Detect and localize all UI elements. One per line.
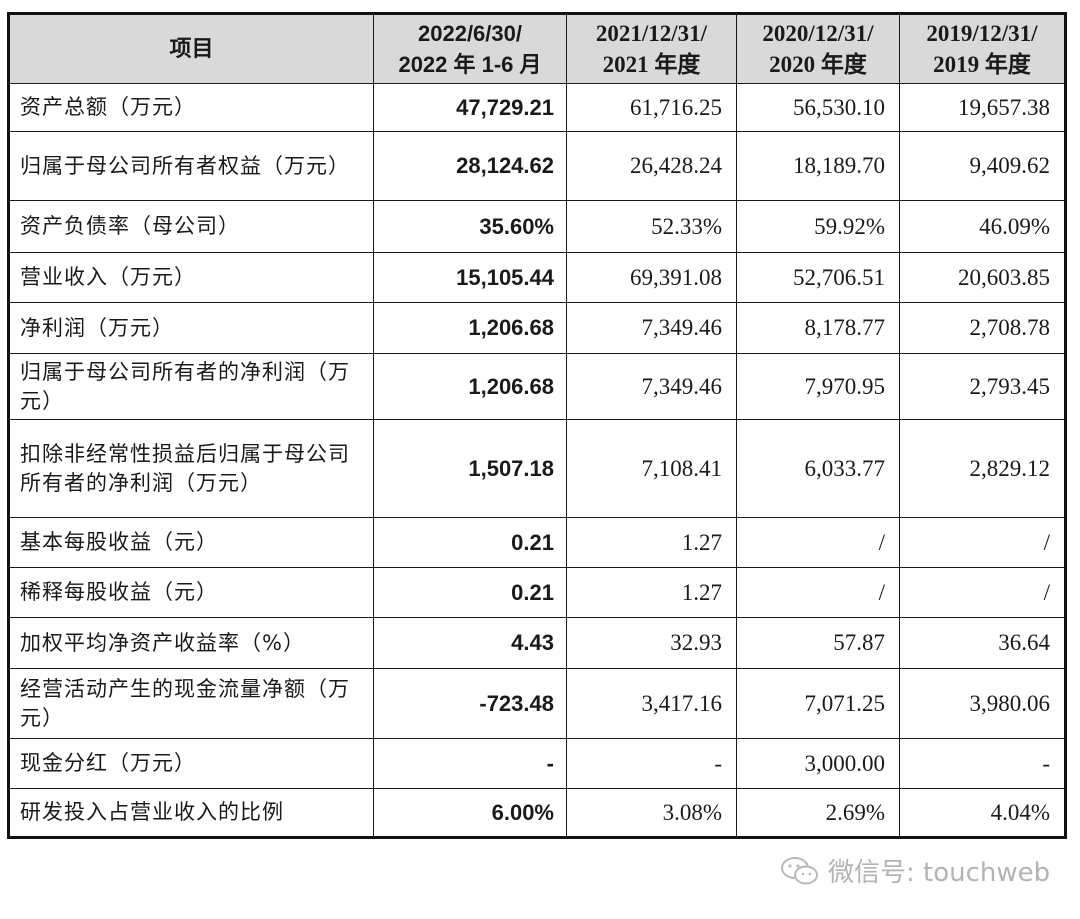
- watermark: 微信号: touchweb: [780, 852, 1050, 889]
- table-row: 资产负债率（母公司） 35.60% 52.33% 59.92% 46.09%: [8, 200, 1066, 253]
- value-cell: /: [899, 517, 1066, 568]
- value-cell: 1.27: [566, 567, 737, 618]
- value-cell: 61,716.25: [566, 83, 737, 132]
- value-cell: 2.69%: [736, 788, 900, 838]
- value-cell: 6.00%: [373, 788, 567, 838]
- value-cell: 3.08%: [566, 788, 737, 838]
- table-row: 经营活动产生的现金流量净额（万元） -723.48 3,417.16 7,071.25…: [8, 668, 1066, 739]
- value-cell: 32.93: [566, 617, 737, 669]
- header-2021: 2021/12/31/2021 年度: [566, 13, 737, 84]
- value-cell: /: [736, 567, 900, 618]
- row-label: 营业收入（万元）: [8, 252, 374, 303]
- value-cell: 35.60%: [373, 200, 567, 253]
- value-cell: 3,000.00: [736, 738, 900, 789]
- value-cell: 8,178.77: [736, 302, 900, 354]
- table-row: 净利润（万元） 1,206.68 7,349.46 8,178.77 2,708.78: [8, 302, 1066, 354]
- value-cell: 47,729.21: [373, 83, 567, 132]
- row-label: 稀释每股收益（元）: [8, 567, 374, 618]
- table-row: 基本每股收益（元） 0.21 1.27//: [8, 517, 1066, 568]
- wechat-icon: [781, 856, 818, 884]
- value-cell: 1,206.68: [373, 302, 567, 354]
- table-row: 资产总额（万元） 47,729.21 61,716.25 56,530.10 19,65…: [8, 83, 1066, 132]
- value-cell: 7,108.41: [566, 419, 737, 518]
- row-label: 研发投入占营业收入的比例: [8, 788, 374, 838]
- row-label: 归属于母公司所有者权益（万元）: [8, 131, 374, 201]
- value-cell: 1.27: [566, 517, 737, 568]
- value-cell: 69,391.08: [566, 252, 737, 303]
- value-cell: 19,657.38: [899, 83, 1066, 132]
- value-cell: 52,706.51: [736, 252, 900, 303]
- value-cell: 56,530.10: [736, 83, 900, 132]
- table-row: 归属于母公司所有者的净利润（万元） 1,206.68 7,349.46 7,970.9…: [8, 353, 1066, 420]
- row-label: 经营活动产生的现金流量净额（万元）: [8, 668, 374, 739]
- value-cell: 7,970.95: [736, 353, 900, 420]
- financial-summary-table: 项目 2022/6/30/2022 年 1-6 月 2021/12/31/202…: [7, 12, 1067, 839]
- row-label: 资产负债率（母公司）: [8, 200, 374, 253]
- value-cell: 7,071.25: [736, 668, 900, 739]
- table-row: 研发投入占营业收入的比例 6.00% 3.08% 2.69% 4.04%: [8, 788, 1066, 838]
- value-cell: 59.92%: [736, 200, 900, 253]
- value-cell: 26,428.24: [566, 131, 737, 201]
- watermark-text: 微信号: touchweb: [828, 858, 1051, 888]
- table-header-row: 项目 2022/6/30/2022 年 1-6 月 2021/12/31/202…: [8, 13, 1066, 84]
- value-cell: 52.33%: [566, 200, 737, 253]
- value-cell: 2,708.78: [899, 302, 1066, 354]
- value-cell: 28,124.62: [373, 131, 567, 201]
- value-cell: 7,349.46: [566, 302, 737, 354]
- value-cell: -: [373, 738, 567, 789]
- value-cell: -: [566, 738, 737, 789]
- value-cell: 0.21: [373, 567, 567, 618]
- value-cell: 4.04%: [899, 788, 1066, 838]
- table-row: 归属于母公司所有者权益（万元） 28,124.62 26,428.24 18,189.…: [8, 131, 1066, 201]
- value-cell: 20,603.85: [899, 252, 1066, 303]
- value-cell: 36.64: [899, 617, 1066, 669]
- value-cell: 3,980.06: [899, 668, 1066, 739]
- value-cell: 2,793.45: [899, 353, 1066, 420]
- value-cell: 57.87: [736, 617, 900, 669]
- table-row: 稀释每股收益（元） 0.21 1.27//: [8, 567, 1066, 618]
- value-cell: 46.09%: [899, 200, 1066, 253]
- value-cell: 3,417.16: [566, 668, 737, 739]
- table-row: 营业收入（万元） 15,105.44 69,391.08 52,706.51 20,60…: [8, 252, 1066, 303]
- row-label: 资产总额（万元）: [8, 83, 374, 132]
- value-cell: 6,033.77: [736, 419, 900, 518]
- row-label: 归属于母公司所有者的净利润（万元）: [8, 353, 374, 420]
- value-cell: -723.48: [373, 668, 567, 739]
- value-cell: /: [736, 517, 900, 568]
- value-cell: 0.21: [373, 517, 567, 568]
- table-row: 扣除非经常性损益后归属于母公司所有者的净利润（万元） 1,507.18 7,108.…: [8, 419, 1066, 518]
- row-label: 基本每股收益（元）: [8, 517, 374, 568]
- header-2022h1: 2022/6/30/2022 年 1-6 月: [373, 13, 567, 84]
- value-cell: 2,829.12: [899, 419, 1066, 518]
- row-label: 扣除非经常性损益后归属于母公司所有者的净利润（万元）: [8, 419, 374, 518]
- value-cell: 18,189.70: [736, 131, 900, 201]
- row-label: 现金分红（万元）: [8, 738, 374, 789]
- value-cell: 1,507.18: [373, 419, 567, 518]
- row-label: 加权平均净资产收益率（%）: [8, 617, 374, 669]
- value-cell: 9,409.62: [899, 131, 1066, 201]
- header-item: 项目: [8, 13, 374, 84]
- header-2019: 2019/12/31/2019 年度: [899, 13, 1066, 84]
- value-cell: 7,349.46: [566, 353, 737, 420]
- value-cell: -: [899, 738, 1066, 789]
- row-label: 净利润（万元）: [8, 302, 374, 354]
- value-cell: /: [899, 567, 1066, 618]
- value-cell: 1,206.68: [373, 353, 567, 420]
- value-cell: 4.43: [373, 617, 567, 669]
- table-row: 现金分红（万元） - -3,000.00-: [8, 738, 1066, 789]
- value-cell: 15,105.44: [373, 252, 567, 303]
- header-2020: 2020/12/31/2020 年度: [736, 13, 900, 84]
- table-row: 加权平均净资产收益率（%） 4.43 32.93 57.87 36.64: [8, 617, 1066, 669]
